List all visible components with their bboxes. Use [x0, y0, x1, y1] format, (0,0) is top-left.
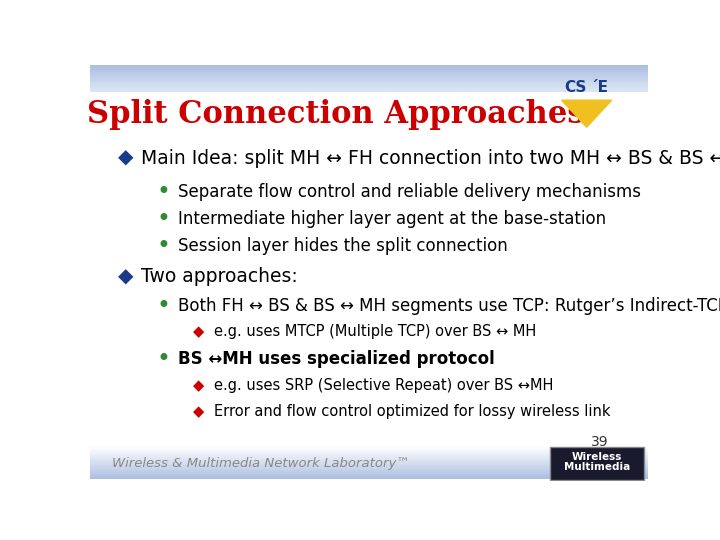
Text: Session layer hides the split connection: Session layer hides the split connection [178, 237, 508, 255]
FancyBboxPatch shape [90, 474, 648, 476]
FancyBboxPatch shape [90, 72, 648, 74]
Text: •: • [157, 347, 171, 371]
Text: CS: CS [564, 80, 587, 95]
FancyBboxPatch shape [90, 80, 648, 81]
Text: •: • [157, 180, 171, 204]
Text: Separate flow control and reliable delivery mechanisms: Separate flow control and reliable deliv… [178, 183, 642, 201]
Text: ◆: ◆ [193, 379, 204, 393]
FancyBboxPatch shape [90, 73, 648, 75]
Text: •: • [157, 294, 171, 318]
FancyBboxPatch shape [90, 447, 648, 449]
FancyBboxPatch shape [90, 75, 648, 76]
Text: Split Connection Approaches: Split Connection Approaches [87, 99, 584, 130]
Text: Both FH ↔ BS & BS ↔ MH segments use TCP: Rutger’s Indirect-TCP: Both FH ↔ BS & BS ↔ MH segments use TCP:… [178, 297, 720, 315]
Text: Two approaches:: Two approaches: [141, 267, 298, 286]
FancyBboxPatch shape [550, 447, 644, 480]
FancyBboxPatch shape [90, 78, 648, 79]
FancyBboxPatch shape [90, 70, 648, 71]
FancyBboxPatch shape [90, 71, 648, 72]
FancyBboxPatch shape [90, 477, 648, 479]
Text: ◆: ◆ [193, 404, 204, 420]
FancyBboxPatch shape [90, 449, 648, 451]
Text: •: • [157, 234, 171, 258]
FancyBboxPatch shape [90, 469, 648, 471]
FancyBboxPatch shape [90, 454, 648, 456]
FancyBboxPatch shape [90, 72, 648, 73]
FancyBboxPatch shape [90, 96, 648, 447]
FancyBboxPatch shape [90, 90, 648, 91]
FancyBboxPatch shape [90, 75, 648, 77]
Text: ´E: ´E [590, 80, 608, 95]
FancyBboxPatch shape [90, 88, 648, 89]
FancyBboxPatch shape [90, 69, 648, 70]
FancyBboxPatch shape [90, 85, 648, 86]
Text: Error and flow control optimized for lossy wireless link: Error and flow control optimized for los… [215, 404, 611, 420]
Text: ◆: ◆ [193, 324, 204, 339]
FancyBboxPatch shape [90, 67, 648, 69]
Text: BS ↔MH uses specialized protocol: BS ↔MH uses specialized protocol [178, 350, 495, 368]
Text: Wireless: Wireless [572, 452, 622, 462]
Text: e.g. uses MTCP (Multiple TCP) over BS ↔ MH: e.g. uses MTCP (Multiple TCP) over BS ↔ … [215, 324, 536, 339]
FancyBboxPatch shape [90, 460, 648, 462]
FancyBboxPatch shape [90, 89, 648, 90]
FancyBboxPatch shape [90, 455, 648, 457]
FancyBboxPatch shape [90, 77, 648, 78]
FancyBboxPatch shape [90, 452, 648, 454]
Text: ◆: ◆ [118, 267, 133, 286]
FancyBboxPatch shape [90, 472, 648, 474]
FancyBboxPatch shape [90, 458, 648, 461]
Text: Intermediate higher layer agent at the base-station: Intermediate higher layer agent at the b… [178, 210, 606, 228]
Text: •: • [157, 207, 171, 231]
Polygon shape [562, 100, 612, 127]
FancyBboxPatch shape [90, 86, 648, 87]
FancyBboxPatch shape [90, 83, 648, 84]
FancyBboxPatch shape [90, 64, 648, 66]
Text: 39: 39 [591, 435, 609, 449]
FancyBboxPatch shape [90, 79, 648, 80]
FancyBboxPatch shape [90, 87, 648, 88]
FancyBboxPatch shape [90, 465, 648, 467]
Text: Main Idea: split MH ↔ FH connection into two MH ↔ BS & BS ↔ FH: Main Idea: split MH ↔ FH connection into… [141, 149, 720, 168]
FancyBboxPatch shape [90, 66, 648, 68]
FancyBboxPatch shape [90, 457, 648, 459]
Text: e.g. uses SRP (Selective Repeat) over BS ↔MH: e.g. uses SRP (Selective Repeat) over BS… [215, 379, 554, 393]
FancyBboxPatch shape [90, 91, 648, 92]
FancyBboxPatch shape [90, 470, 648, 472]
FancyBboxPatch shape [90, 82, 648, 83]
FancyBboxPatch shape [90, 65, 648, 66]
FancyBboxPatch shape [90, 462, 648, 464]
Text: ◆: ◆ [118, 149, 133, 168]
FancyBboxPatch shape [90, 446, 648, 447]
FancyBboxPatch shape [90, 76, 648, 77]
Text: Multimedia: Multimedia [564, 462, 630, 472]
FancyBboxPatch shape [90, 475, 648, 477]
FancyBboxPatch shape [90, 84, 648, 85]
FancyBboxPatch shape [90, 450, 648, 453]
FancyBboxPatch shape [90, 83, 648, 85]
FancyBboxPatch shape [90, 80, 648, 82]
FancyBboxPatch shape [90, 463, 648, 465]
FancyBboxPatch shape [90, 68, 648, 69]
Text: Wireless & Multimedia Network Laboratory™: Wireless & Multimedia Network Laboratory… [112, 457, 410, 470]
FancyBboxPatch shape [90, 467, 648, 469]
